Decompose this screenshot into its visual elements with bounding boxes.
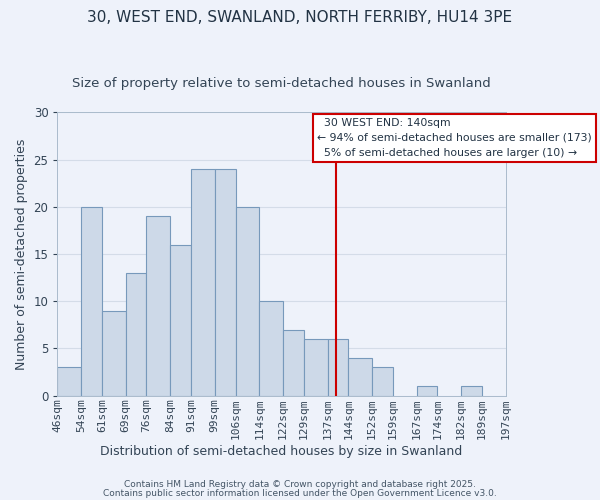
Bar	[81, 207, 102, 396]
Bar	[372, 368, 393, 396]
Text: 30 WEST END: 140sqm
← 94% of semi-detached houses are smaller (173)
  5% of semi: 30 WEST END: 140sqm ← 94% of semi-detach…	[317, 118, 592, 158]
Bar	[146, 216, 170, 396]
Bar	[170, 244, 191, 396]
Bar	[304, 339, 328, 396]
Bar	[461, 386, 482, 396]
Text: 30, WEST END, SWANLAND, NORTH FERRIBY, HU14 3PE: 30, WEST END, SWANLAND, NORTH FERRIBY, H…	[88, 10, 512, 25]
Bar	[328, 339, 348, 396]
X-axis label: Distribution of semi-detached houses by size in Swanland: Distribution of semi-detached houses by …	[100, 444, 463, 458]
Bar	[215, 169, 236, 396]
Y-axis label: Number of semi-detached properties: Number of semi-detached properties	[15, 138, 28, 370]
Bar	[416, 386, 437, 396]
Bar	[58, 368, 81, 396]
Bar	[236, 207, 259, 396]
Bar	[348, 358, 372, 396]
Bar	[191, 169, 215, 396]
Bar	[126, 273, 146, 396]
Bar	[283, 330, 304, 396]
Bar	[102, 310, 126, 396]
Text: Contains HM Land Registry data © Crown copyright and database right 2025.: Contains HM Land Registry data © Crown c…	[124, 480, 476, 489]
Bar	[259, 302, 283, 396]
Text: Contains public sector information licensed under the Open Government Licence v3: Contains public sector information licen…	[103, 488, 497, 498]
Title: Size of property relative to semi-detached houses in Swanland: Size of property relative to semi-detach…	[72, 78, 491, 90]
